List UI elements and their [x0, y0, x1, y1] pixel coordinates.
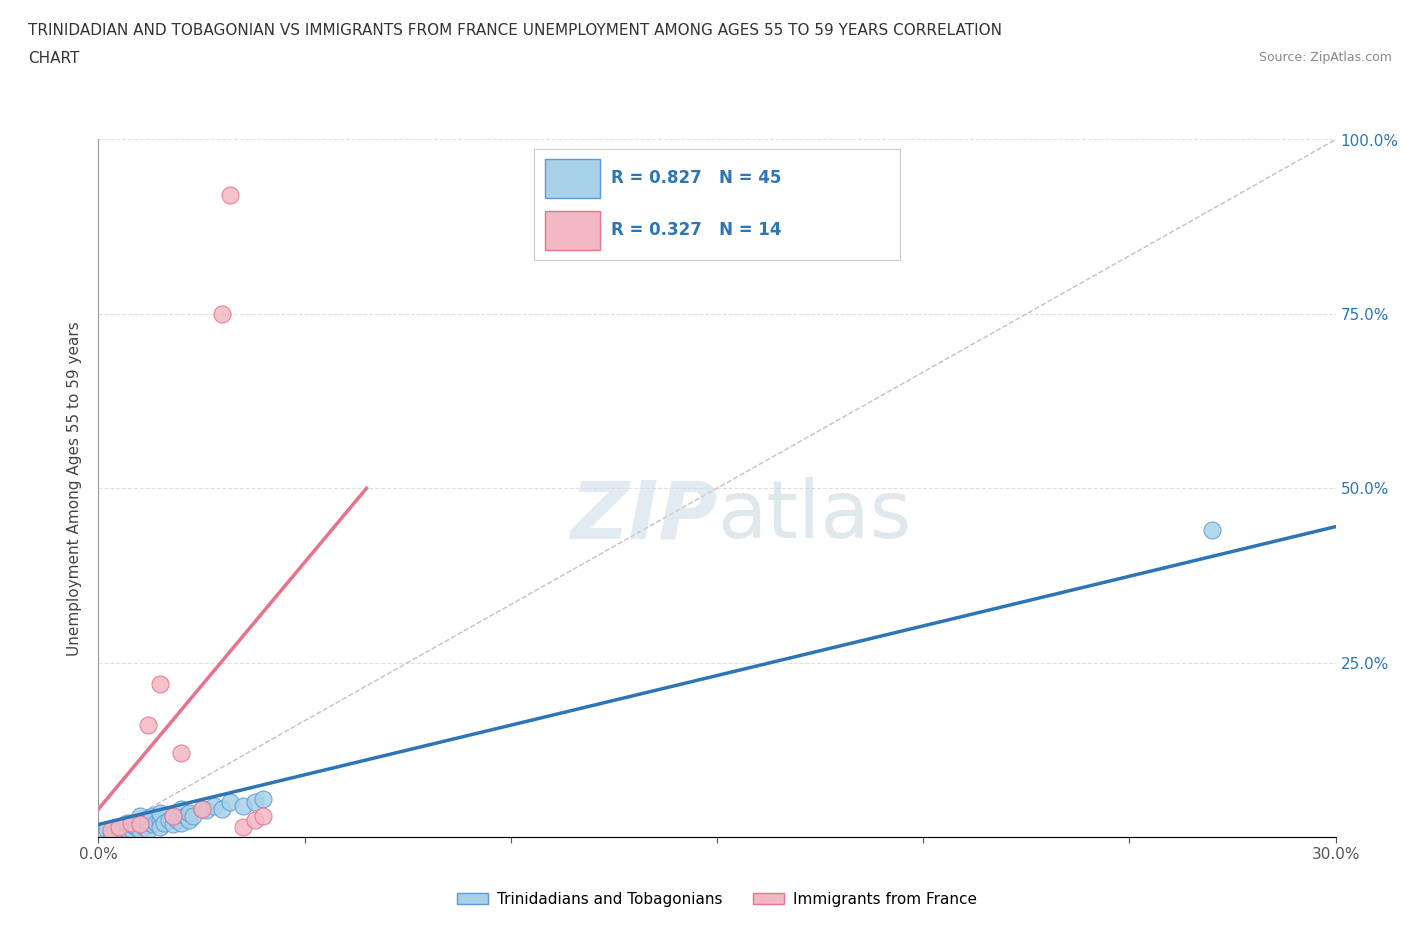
Point [162, 809, 184, 824]
Point [136, 823, 159, 838]
Point [252, 791, 274, 806]
Point [100, 823, 122, 838]
Point [104, 824, 127, 839]
Point [162, 809, 184, 824]
Point [128, 809, 150, 824]
Point [128, 823, 150, 838]
Point [136, 815, 159, 830]
Point [108, 823, 131, 838]
Point [128, 816, 150, 830]
Point [162, 817, 184, 832]
Point [243, 794, 266, 809]
Point [1201, 523, 1223, 538]
Text: CHART: CHART [28, 51, 80, 66]
Point [190, 802, 212, 817]
Point [112, 819, 135, 834]
Point [170, 802, 193, 817]
Point [132, 812, 155, 827]
Point [132, 819, 155, 834]
Legend: Trinidadians and Tobagonians, Immigrants from France: Trinidadians and Tobagonians, Immigrants… [451, 886, 983, 913]
Point [232, 798, 254, 813]
Point [219, 794, 242, 809]
Point [136, 718, 159, 733]
Point [179, 805, 201, 820]
Point [112, 824, 135, 839]
Point [149, 676, 172, 691]
Point [153, 816, 176, 830]
Point [166, 812, 188, 827]
Text: atlas: atlas [717, 477, 911, 555]
Point [100, 826, 122, 841]
Point [108, 821, 131, 836]
Point [124, 819, 146, 834]
Point [141, 817, 163, 832]
Point [232, 819, 254, 834]
Point [117, 816, 139, 830]
FancyBboxPatch shape [546, 211, 600, 250]
Point [211, 307, 233, 322]
Point [170, 816, 193, 830]
Point [252, 809, 274, 824]
Text: R = 0.327   N = 14: R = 0.327 N = 14 [612, 221, 782, 239]
Point [120, 821, 142, 836]
Text: R = 0.827   N = 45: R = 0.827 N = 45 [612, 169, 782, 187]
Y-axis label: Unemployment Among Ages 55 to 59 years: Unemployment Among Ages 55 to 59 years [67, 321, 83, 656]
Point [194, 804, 217, 818]
Point [149, 819, 172, 834]
Point [120, 816, 142, 830]
Point [108, 819, 131, 834]
Point [157, 812, 180, 827]
Point [141, 809, 163, 824]
Point [219, 188, 242, 203]
Text: ZIP: ZIP [569, 477, 717, 555]
Point [179, 812, 201, 827]
Text: TRINIDADIAN AND TOBAGONIAN VS IMMIGRANTS FROM FRANCE UNEMPLOYMENT AMONG AGES 55 : TRINIDADIAN AND TOBAGONIAN VS IMMIGRANTS… [28, 23, 1002, 38]
Point [117, 823, 139, 838]
Point [149, 812, 172, 827]
Point [190, 802, 212, 817]
Point [128, 817, 150, 832]
Point [174, 809, 197, 824]
Point [202, 798, 225, 813]
Point [145, 816, 167, 830]
Point [120, 817, 142, 832]
Point [96, 823, 118, 838]
Point [181, 809, 204, 824]
Point [243, 812, 266, 827]
Point [211, 802, 233, 817]
Point [149, 805, 172, 820]
Point [170, 746, 193, 761]
Text: Source: ZipAtlas.com: Source: ZipAtlas.com [1258, 51, 1392, 64]
FancyBboxPatch shape [546, 159, 600, 198]
